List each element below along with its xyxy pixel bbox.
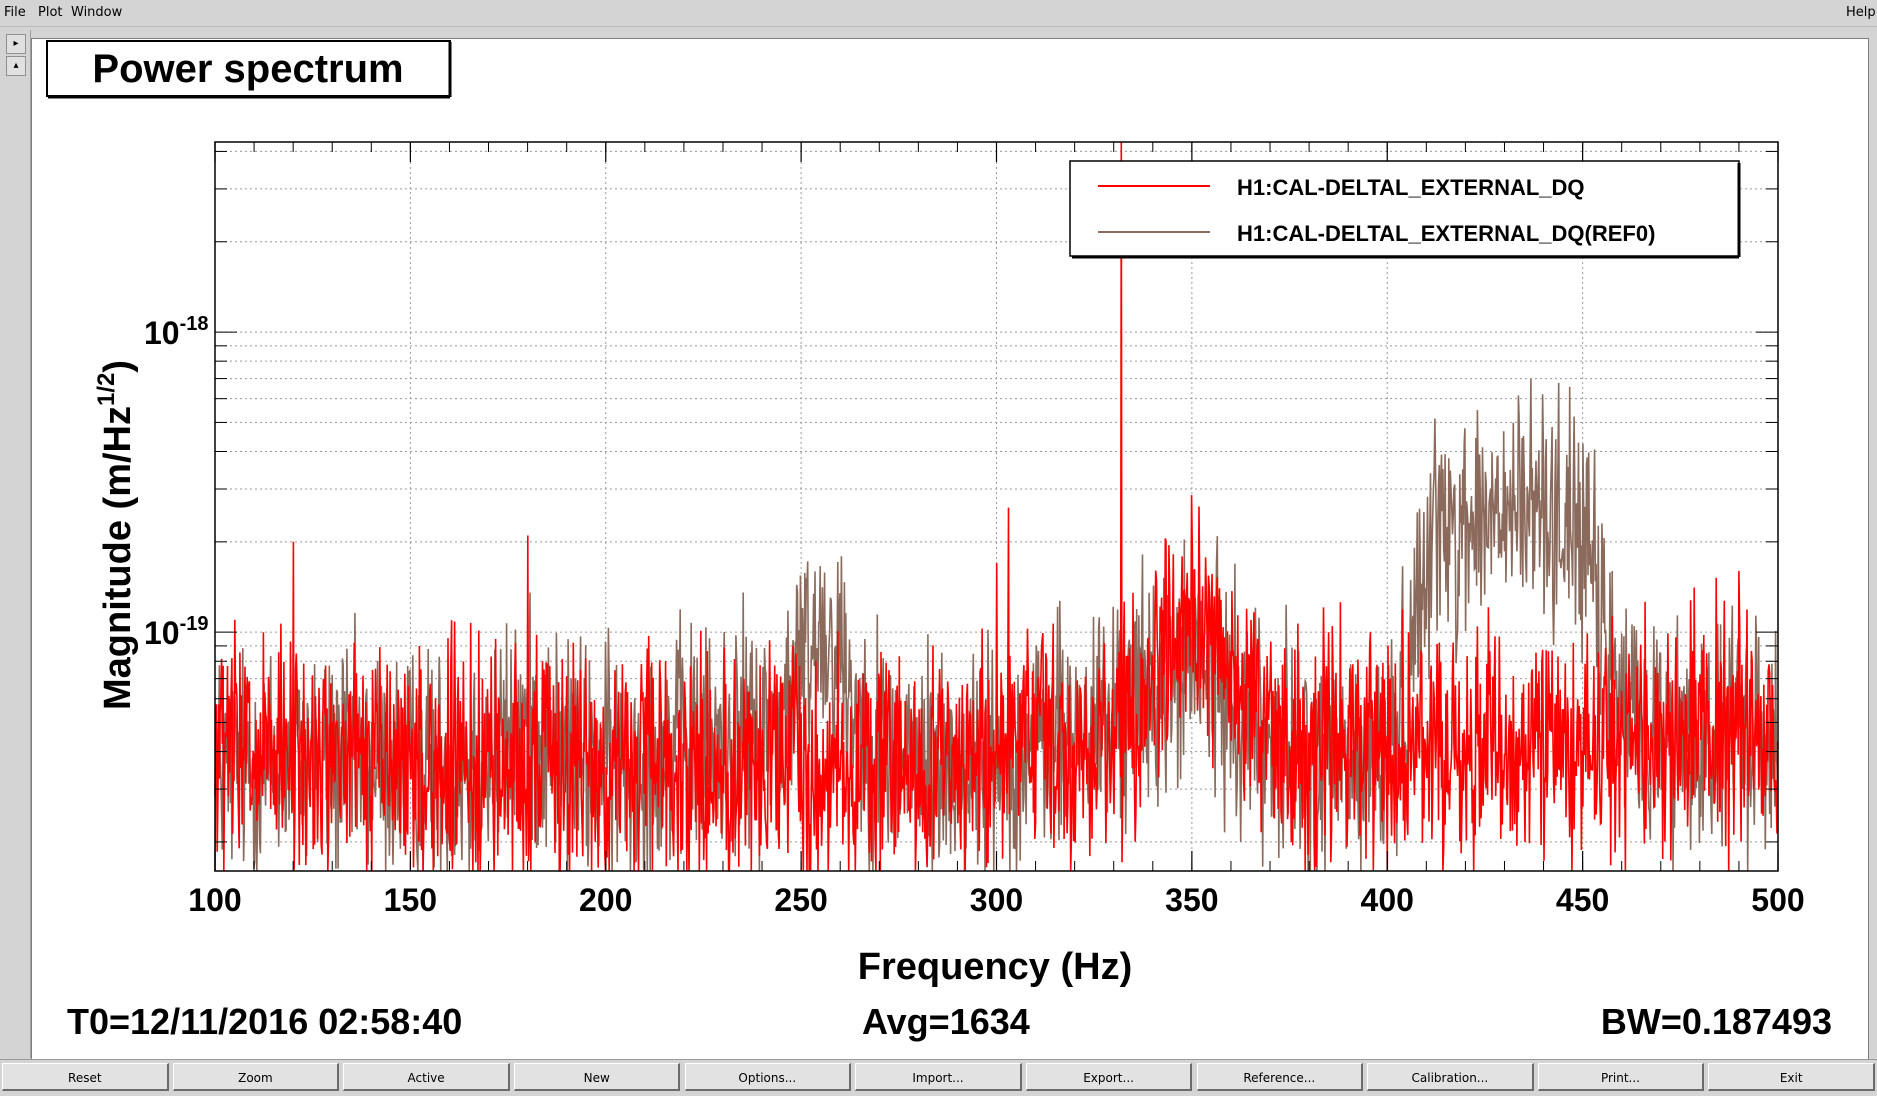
legend-label-ref: H1:CAL-DELTAL_EXTERNAL_DQ(REF0): [1237, 221, 1655, 246]
avg-readout: Avg=1634: [862, 1001, 1030, 1042]
active-button[interactable]: Active: [343, 1063, 510, 1091]
page-title: Power spectrum: [92, 47, 403, 91]
x-tick-labels: 100 150 200 250 300 350 400 450 500: [188, 882, 1804, 918]
power-spectrum-chart: Power spectrum 100 150 200 250 300 350 400 450 5…: [46, 40, 1832, 1042]
t0-readout: T0=12/11/2016 02:58:40: [67, 1001, 462, 1042]
x-tick-label: 500: [1751, 882, 1804, 918]
x-tick-label: 300: [970, 882, 1023, 918]
exit-button[interactable]: Exit: [1708, 1063, 1875, 1091]
menu-file[interactable]: File: [4, 5, 26, 20]
title-box: [46, 40, 451, 97]
new-button[interactable]: New: [513, 1063, 681, 1091]
axes: [214, 141, 1779, 872]
collapse-up-icon[interactable]: ▴: [6, 56, 26, 76]
menu-plot[interactable]: Plot: [38, 5, 63, 20]
series-trace: [214, 141, 1779, 872]
x-tick-label: 150: [384, 882, 437, 918]
import-button[interactable]: Import...: [855, 1063, 1022, 1091]
bw-readout: BW=0.187493: [1601, 1001, 1832, 1042]
x-tick-label: 100: [188, 882, 241, 918]
reference-button[interactable]: Reference...: [1196, 1063, 1364, 1091]
expand-right-icon[interactable]: ▸: [6, 34, 26, 54]
export-button[interactable]: Export...: [1025, 1063, 1193, 1091]
plot-canvas: Power spectrum 100 150 200 250 300 350 400 450 5…: [31, 38, 1869, 1060]
x-tick-label: 200: [579, 882, 632, 918]
x-axis-label: Frequency (Hz): [858, 946, 1132, 988]
calibration-button[interactable]: Calibration...: [1367, 1063, 1534, 1091]
y-tick-label: 10-19: [144, 613, 209, 651]
x-tick-label: 450: [1556, 882, 1609, 918]
x-tick-label: 250: [774, 882, 827, 918]
x-tick-label: 400: [1361, 882, 1414, 918]
zoom-button[interactable]: Zoom: [172, 1063, 340, 1091]
x-tick-label: 350: [1165, 882, 1218, 918]
options-button[interactable]: Options...: [684, 1063, 852, 1091]
bottom-toolbar: Reset Zoom Active New Options... Import... Exp…: [0, 1059, 1877, 1096]
menu-help[interactable]: Help: [1846, 5, 1876, 20]
series-live-line: [214, 141, 1779, 872]
print-button[interactable]: Print...: [1537, 1063, 1705, 1091]
y-tick-label: 10-18: [144, 313, 209, 351]
y-axis-label: Magnitude (m/Hz1/2): [93, 360, 139, 710]
menu-bar: File Plot Window Help: [0, 0, 1877, 27]
legend: H1:CAL-DELTAL_EXTERNAL_DQ H1:CAL-DELTAL_…: [1069, 160, 1741, 259]
y-tick-labels: 10-18 10-19: [144, 313, 209, 651]
legend-label-live: H1:CAL-DELTAL_EXTERNAL_DQ: [1237, 175, 1585, 200]
menu-window[interactable]: Window: [71, 5, 123, 20]
side-strip: ▸ ▴: [0, 30, 31, 1058]
reset-button[interactable]: Reset: [2, 1063, 169, 1091]
